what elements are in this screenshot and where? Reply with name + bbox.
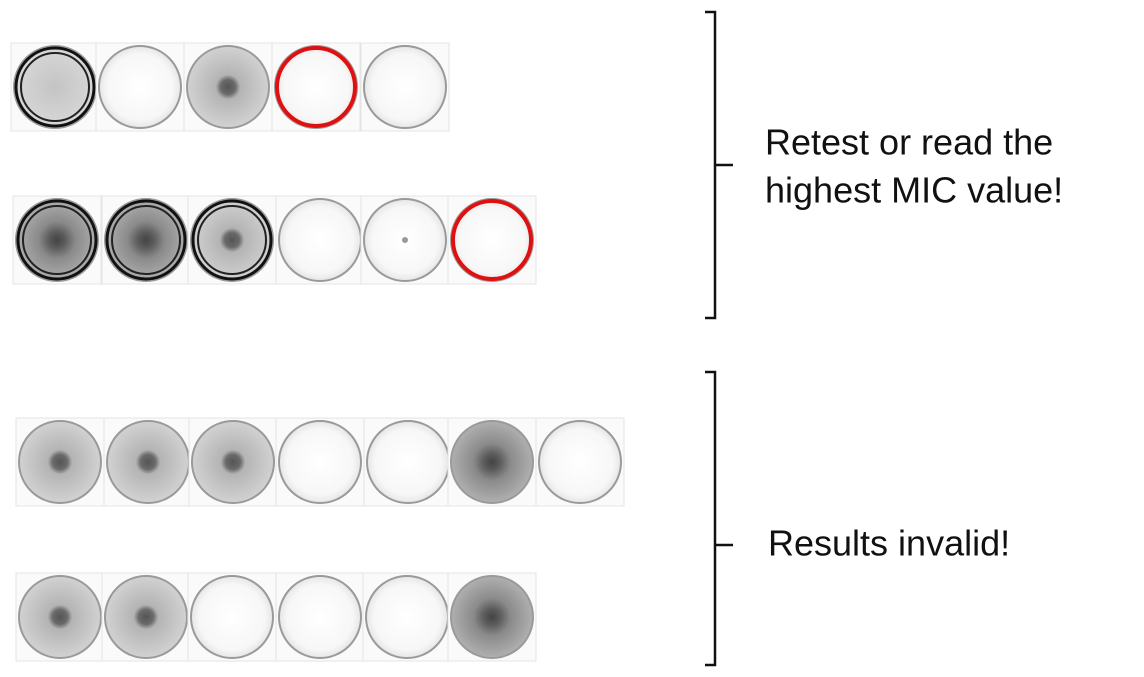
well xyxy=(187,46,269,128)
well xyxy=(191,576,273,658)
well xyxy=(19,421,101,503)
label-line: Results invalid! xyxy=(768,523,1010,564)
well xyxy=(279,576,361,658)
label-line: highest MIC value! xyxy=(765,170,1063,211)
well xyxy=(539,421,621,503)
well xyxy=(105,576,187,658)
well xyxy=(105,199,187,281)
wells xyxy=(11,43,624,661)
well xyxy=(19,576,101,658)
well xyxy=(279,421,361,503)
well xyxy=(451,421,533,503)
well xyxy=(366,576,448,658)
well xyxy=(16,199,98,281)
label-line: Retest or read the xyxy=(765,122,1053,163)
well xyxy=(14,46,96,128)
diagram: Retest or read the highest MIC value! Re… xyxy=(0,0,1144,677)
well xyxy=(99,46,181,128)
well xyxy=(451,576,533,658)
well xyxy=(364,46,446,128)
well xyxy=(192,421,274,503)
bracket xyxy=(705,12,733,318)
bracket xyxy=(705,372,733,665)
well-dot xyxy=(402,237,408,243)
well xyxy=(367,421,449,503)
well xyxy=(107,421,189,503)
well xyxy=(191,199,273,281)
well xyxy=(279,199,361,281)
